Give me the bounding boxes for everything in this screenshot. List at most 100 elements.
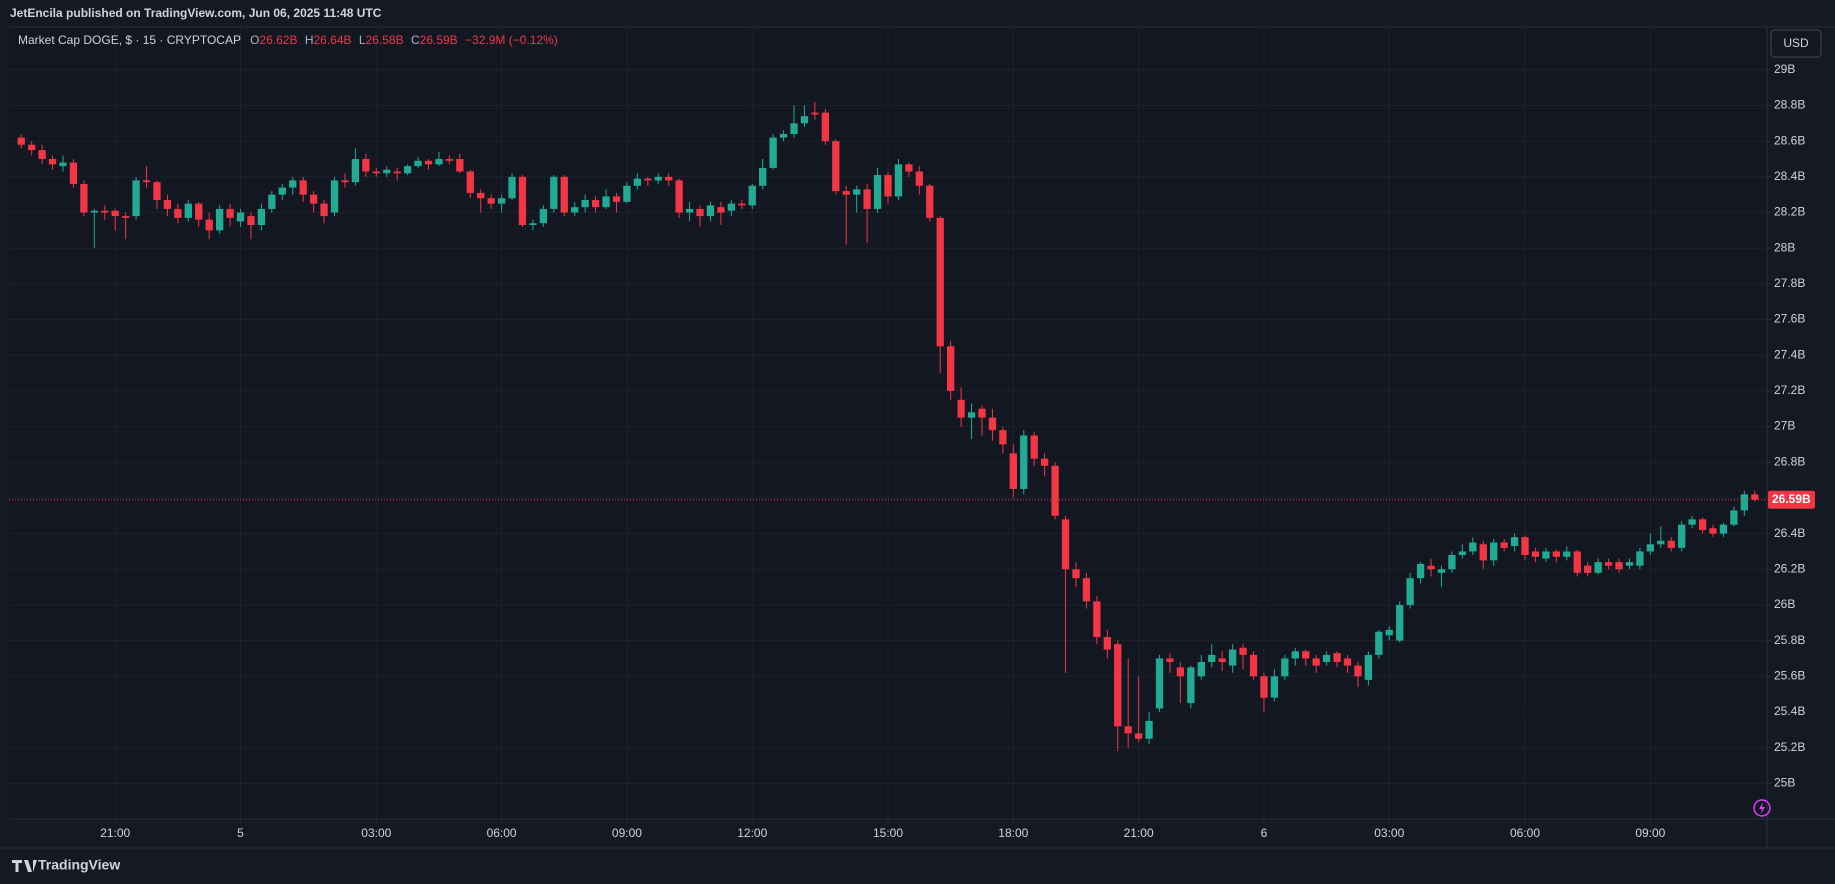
candle-body <box>28 144 36 151</box>
candle-body <box>644 178 652 181</box>
candle-body <box>1249 654 1258 677</box>
y-tick-label: 27.4B <box>1774 347 1805 361</box>
candle-body <box>905 164 913 172</box>
y-tick-label: 27B <box>1774 419 1795 433</box>
candle-body <box>1719 524 1728 534</box>
candle-body <box>1270 676 1279 698</box>
candle-body <box>518 176 527 225</box>
candle-body <box>842 191 850 195</box>
candle-body <box>69 162 78 184</box>
candle-body <box>445 159 454 161</box>
candle-body <box>1678 524 1686 548</box>
candle-body <box>1427 565 1435 570</box>
y-tick-label: 25B <box>1774 775 1795 789</box>
candle-body <box>309 194 318 204</box>
candle-body <box>748 185 756 206</box>
ohlc-value: 26.59B <box>420 33 458 47</box>
candle-body <box>142 180 151 183</box>
ohlc-key: L <box>359 33 366 47</box>
candle-body <box>236 212 245 222</box>
lightning-icon[interactable] <box>1753 799 1771 817</box>
candle-body <box>1176 667 1185 677</box>
candle-body <box>1145 720 1153 739</box>
currency-button[interactable] <box>1770 29 1822 58</box>
candle-body <box>1646 544 1655 552</box>
publish-note: JetEncila published on TradingView.com, … <box>10 6 382 20</box>
candle-body <box>424 160 433 165</box>
lightning-glyph <box>1759 802 1765 814</box>
candle-body <box>1563 551 1571 557</box>
candle-body <box>1469 542 1477 552</box>
currency-label[interactable]: USD <box>1783 36 1809 50</box>
candle-body <box>665 176 673 181</box>
candle-body <box>633 178 642 186</box>
x-tick-label: 21:00 <box>1124 826 1154 840</box>
candle-body <box>1625 562 1634 566</box>
candle-body <box>414 160 422 167</box>
candle-body <box>132 180 140 217</box>
candle-body <box>121 216 130 218</box>
candle-body <box>1072 569 1080 579</box>
candle-body <box>1490 542 1498 561</box>
candle-body <box>1061 519 1070 570</box>
candle-body <box>1688 519 1696 525</box>
candle-body <box>571 207 579 213</box>
candle-body <box>832 141 840 192</box>
candle-body <box>738 203 746 206</box>
x-tick-label: 12:00 <box>737 826 767 840</box>
candle-body <box>1051 465 1059 516</box>
candle-body <box>1584 565 1592 573</box>
candle-body <box>1636 551 1644 566</box>
candle-body <box>393 171 401 174</box>
y-tick-label: 28B <box>1774 240 1795 254</box>
candle-body <box>853 189 861 195</box>
candle-body <box>727 203 736 211</box>
candle-body <box>215 208 224 231</box>
candle-body <box>466 171 474 193</box>
candle-body <box>38 150 46 159</box>
x-tick-label: 06:00 <box>487 826 517 840</box>
candle-body <box>1020 435 1028 489</box>
y-tick-label: 27.6B <box>1774 312 1805 326</box>
candle-body <box>1698 519 1707 531</box>
candle-body <box>1040 458 1049 466</box>
ohlc-value: 26.58B <box>366 33 404 47</box>
candle-body <box>821 112 829 142</box>
candle-body <box>1312 658 1320 666</box>
y-tick-label: 27.2B <box>1774 383 1805 397</box>
candle-body <box>320 203 328 217</box>
candle-body <box>1751 494 1759 500</box>
candle-body <box>59 162 67 167</box>
y-tick-label: 28.2B <box>1774 205 1805 219</box>
candle-body <box>1124 726 1132 734</box>
candle-body <box>1260 676 1268 698</box>
candle-body <box>247 216 255 225</box>
candle-body <box>497 198 506 204</box>
ohlc-key: O <box>250 33 259 47</box>
candle-body <box>48 159 57 165</box>
candle-body <box>1667 540 1675 548</box>
candle-body <box>508 176 516 199</box>
candle-body <box>1302 651 1310 659</box>
candle-body <box>1009 453 1017 489</box>
x-tick-label: 6 <box>1261 826 1268 840</box>
candle-body <box>957 399 965 418</box>
legend: Market Cap DOGE, $ · 15 · CRYPTOCAP O26.… <box>18 33 558 47</box>
candle-body <box>257 208 266 225</box>
candle-body <box>1364 654 1373 680</box>
candle-body <box>278 187 286 195</box>
candle-body <box>1291 651 1299 659</box>
candle-body <box>403 166 412 174</box>
candle-body <box>936 217 944 347</box>
y-tick-label: 25.6B <box>1774 668 1805 682</box>
candle-body <box>863 189 871 209</box>
candle-body <box>529 223 537 225</box>
x-tick-label: 06:00 <box>1510 826 1540 840</box>
candle-body <box>1448 555 1456 570</box>
brand-name: TradingView <box>38 857 120 873</box>
candle-body <box>800 116 809 124</box>
candle-body <box>1416 563 1425 579</box>
candle-body <box>1322 654 1331 663</box>
